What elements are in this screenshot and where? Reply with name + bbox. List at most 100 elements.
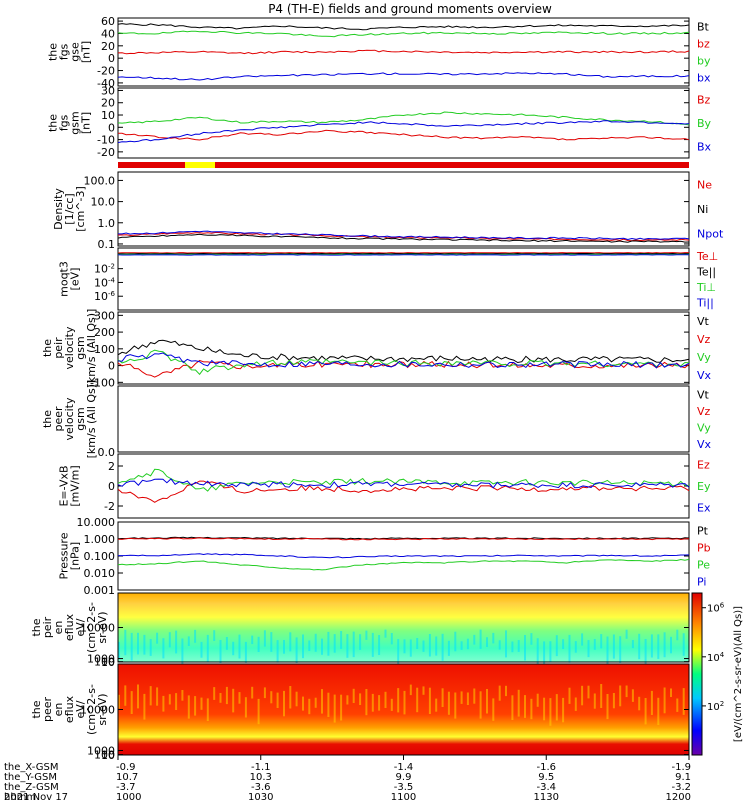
peir-eflux-spectrogram-stripe	[397, 639, 400, 665]
efield-ylabel: E=-VxB	[58, 465, 71, 506]
peer-eflux-spectrogram-stripe	[143, 693, 146, 720]
peer-eflux-spectrogram-stripe	[308, 698, 311, 715]
fgs-gse-ylabel: gse	[69, 42, 82, 62]
peer-eflux-spectrogram-stripe	[346, 695, 349, 705]
pressure-ytick-label: 0.100	[84, 550, 116, 563]
status-bar-red	[118, 162, 689, 168]
peir-velocity-series-Vz	[117, 359, 690, 378]
peir-eflux-spectrogram-stripe	[340, 631, 343, 649]
peir-eflux-spectrogram-stripe	[676, 629, 679, 641]
peir-eflux-spectrogram-stripe	[511, 641, 514, 653]
pressure-series-Pe	[117, 558, 690, 571]
peer-eflux-spectrogram-stripe	[530, 698, 533, 720]
peer-eflux-spectrogram-stripe	[435, 698, 438, 712]
peir-velocity-ytick-label: -100	[90, 376, 115, 389]
efield-series-Ez	[117, 480, 690, 503]
peer-eflux-spectrogram-stripe	[625, 685, 628, 698]
xaxis-value: -1.1	[251, 762, 271, 773]
pressure-legend-Pi: Pi	[697, 576, 706, 589]
xaxis-row-label: the_Y-GSM	[4, 772, 57, 783]
peir-velocity-series-Vt	[117, 339, 690, 364]
pressure-ylabel: Pressure	[58, 532, 71, 579]
peer-eflux-ylabel: eV/	[74, 700, 87, 718]
peer-velocity-ytick-label: 0.0	[98, 446, 116, 459]
peer-eflux-spectrogram-stripe	[505, 685, 507, 697]
peir-eflux-spectrogram-stripe	[663, 632, 666, 658]
peir-eflux-spectrogram-stripe	[378, 635, 381, 655]
density-legend-Ne: Ne	[697, 178, 712, 191]
peir-eflux-spectrogram-stripe	[593, 639, 596, 650]
peer-velocity-ylabel: the	[41, 410, 54, 428]
fgs-gse-ytick-label: 60	[101, 15, 115, 28]
peir-eflux-spectrogram-stripe	[308, 640, 311, 651]
peir-eflux-spectrogram-stripe	[263, 630, 266, 647]
peer-eflux-spectrogram-stripe	[593, 693, 596, 709]
peer-eflux-spectrogram-stripe	[257, 698, 260, 725]
peer-eflux-spectrogram-stripe	[276, 692, 279, 708]
peir-eflux-spectrogram-stripe	[187, 636, 190, 646]
peer-eflux-spectrogram-stripe	[289, 686, 292, 709]
peer-eflux-spectrogram-stripe	[441, 688, 444, 707]
peer-velocity-ylabel: [km/s (All Qs)]	[85, 380, 98, 459]
fgs-gsm-ytick-label: 0	[108, 121, 115, 134]
peer-eflux-spectrogram-stripe	[555, 694, 558, 721]
temperature-ytick-label: 10-4	[94, 276, 116, 289]
efield-ytick-label: 2	[108, 460, 115, 473]
peer-eflux-spectrogram-stripe	[631, 689, 634, 702]
peir-velocity-ylabel: the	[41, 339, 54, 357]
pressure-legend-Pb: Pb	[697, 542, 711, 555]
temperature-ylabel: [eV]	[69, 268, 82, 291]
peir-eflux-spectrogram-stripe	[321, 638, 323, 655]
fgs-gsm-ylabel: fgs	[58, 114, 71, 131]
peir-eflux-spectrogram-stripe	[422, 640, 425, 652]
peir-eflux-spectrogram-stripe	[574, 641, 577, 653]
peir-eflux-spectrogram-stripe	[435, 636, 438, 656]
peer-eflux-spectrogram-stripe	[486, 689, 488, 714]
fgs-gsm-series-Bx	[117, 120, 690, 144]
peir-eflux-spectrogram-stripe	[181, 638, 184, 665]
peir-eflux-spectrogram-stripe	[206, 634, 209, 662]
peir-eflux-spectrogram-stripe	[295, 637, 298, 663]
xaxis-row-label: the_X-GSM	[4, 762, 58, 773]
xaxis-value: -1.4	[394, 762, 414, 773]
peer-eflux-spectrogram-stripe	[536, 693, 539, 707]
peer-eflux-spectrogram-stripe	[371, 693, 374, 712]
peir-eflux-spectrogram-stripe	[555, 635, 558, 657]
fgs-gse-series-bz	[117, 49, 690, 55]
fgs-gse-ylabel: [nT]	[80, 41, 93, 63]
xaxis-value: -3.5	[394, 782, 414, 793]
fgs-gsm-ylabel: [nT]	[80, 112, 93, 134]
density-ylabel: Density	[52, 188, 65, 230]
efield-series-Ey	[117, 468, 690, 492]
peir-velocity-frame	[117, 311, 690, 385]
peer-eflux-spectrogram-stripe	[403, 690, 406, 715]
density-ylabel: [cm^-3]	[74, 186, 87, 232]
peir-velocity-ylabel: velocity	[63, 326, 76, 369]
peir-eflux-spectrogram-stripe	[606, 636, 609, 664]
colorbar-tick-label: 102	[707, 700, 724, 713]
peer-eflux-spectrogram-stripe	[378, 695, 381, 711]
peir-eflux-spectrogram-stripe	[371, 632, 374, 657]
peir-eflux-spectrogram-stripe	[479, 629, 482, 649]
peir-eflux-spectrogram-stripe	[473, 634, 476, 645]
peer-eflux-ytick-label: 1000	[87, 744, 115, 757]
fgs-gsm-series-Bz	[117, 129, 690, 141]
peer-eflux-spectrogram-stripe	[118, 694, 120, 709]
fgs-gsm-frame	[117, 87, 690, 159]
peir-eflux-spectrogram-stripe	[156, 632, 159, 644]
density-series-Npot	[118, 230, 690, 241]
peir-eflux-ytick-label: 100	[94, 656, 115, 669]
density-series-Ni	[117, 233, 690, 243]
fgs-gse-ytick-label: 20	[101, 40, 115, 53]
peer-eflux-spectrogram-stripe	[612, 693, 615, 709]
peir-velocity-ylabel: gsm	[74, 336, 87, 359]
fgs-gse-series-by	[117, 30, 690, 38]
peer-eflux-spectrogram-stripe	[543, 697, 546, 721]
peir-eflux-spectrogram-stripe	[562, 639, 565, 649]
peir-eflux-spectrogram-stripe	[384, 629, 387, 638]
peir-eflux-ylabel: sr-eV)	[96, 611, 109, 643]
peir-eflux-ytick-label: 10	[101, 656, 115, 669]
